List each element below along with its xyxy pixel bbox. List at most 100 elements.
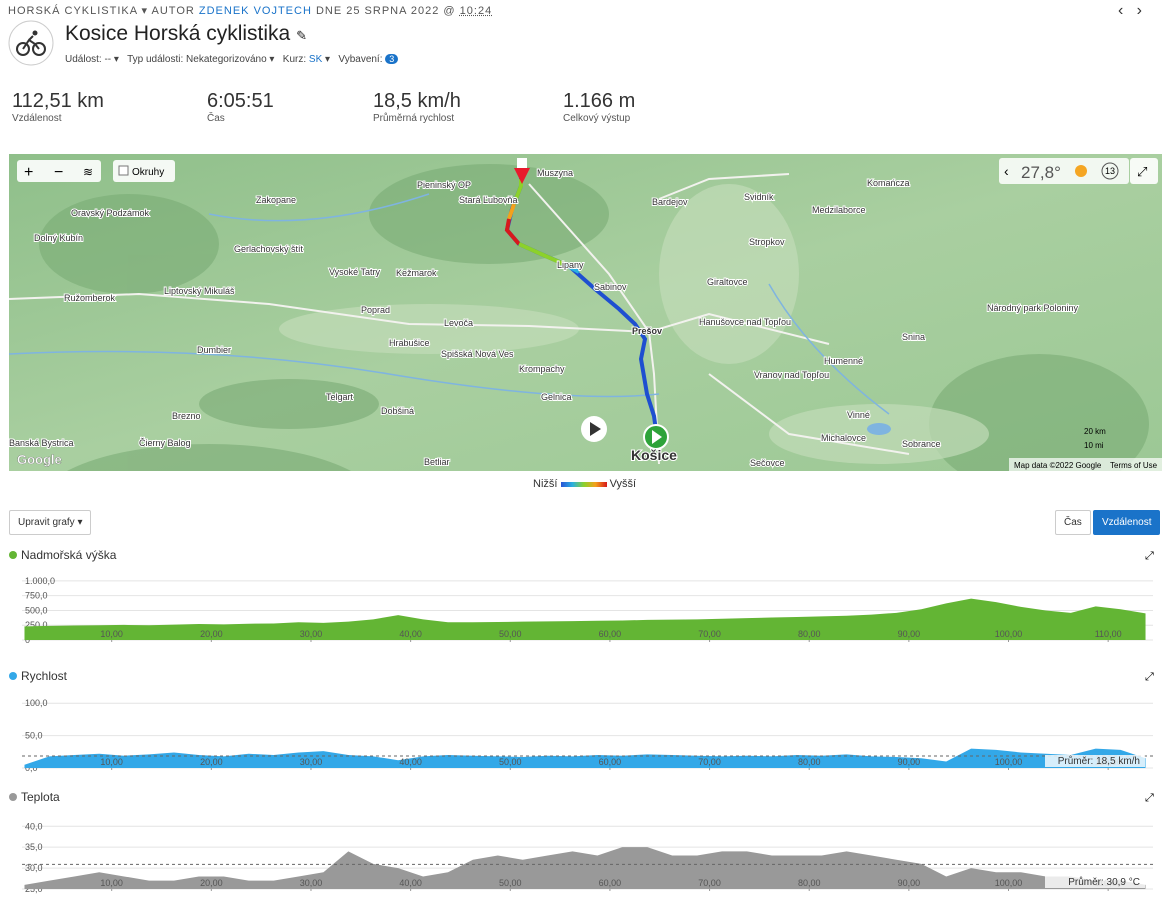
map-label: Gerlachovský štít [234,244,304,254]
x-tick-label: 20,00 [200,757,223,767]
distance-toggle[interactable]: Vzdálenost [1093,510,1161,535]
map-label: Národný park Poloniny [987,303,1079,313]
x-tick-label: 100,00 [995,629,1023,639]
event-value[interactable]: -- [104,54,112,65]
x-tick-label: 50,00 [499,878,522,888]
event-label: Událost: [65,54,102,65]
map-label: Stropkov [749,237,785,247]
map-label: Pieninský OP [417,180,471,190]
author-prefix: AUTOR [151,5,195,17]
y-tick-label: 100,0 [25,698,48,708]
x-tick-label: 10,00 [100,629,123,639]
map-label: Giraltovce [707,277,748,287]
time-toggle[interactable]: Čas [1055,510,1091,535]
type-value[interactable]: Nekategorizováno [186,54,267,65]
average-bg [1045,876,1145,888]
map-label: Prešov [632,326,662,336]
map-label: Poprad [361,305,390,315]
stat: 1.166 m Celkový výstup [563,90,635,124]
map-label: Zakopane [256,195,296,205]
map-label: Sabinov [594,282,627,292]
scale-km: 20 km [1084,427,1106,436]
x-tick-label: 70,00 [698,878,721,888]
map-label: Kežmarok [396,268,437,278]
x-tick-label: 80,00 [798,629,821,639]
type-label: Typ události: [127,54,184,65]
meta-row: Událost: -- ▾ Typ události: Nekategorizo… [65,54,399,65]
layers-label[interactable]: Okruhy [132,167,164,178]
nav-arrows[interactable]: ‹ › [1118,2,1142,19]
edit-charts[interactable]: Upravit grafy ▾ [9,510,92,535]
map-label: Hanušovce nad Topľou [699,317,791,327]
y-tick-label: 30,0 [25,863,43,873]
svg-text:≋: ≋ [83,165,93,179]
google-logo: Google [17,452,62,467]
charts: Nadmořská výška⤢0250,0500,0750,01.000,01… [9,548,1154,894]
date: DNE 25 SRPNA 2022 @ [315,5,456,17]
course-value[interactable]: SK [308,54,323,65]
chart-dot [9,672,17,680]
x-tick-label: 100,00 [995,878,1023,888]
svg-text:⤢: ⤢ [1137,164,1147,179]
x-tick-label: 40,00 [399,757,422,767]
map-label: Oravský Podzámok [71,208,150,218]
map-label: Dolný Kubín [34,233,83,243]
x-tick-label: 10,00 [100,878,123,888]
map-label: Hrabušice [389,338,430,348]
stat-value: 112,51 km [12,90,104,112]
legend-high: Vyšší [609,478,637,490]
expand-icon: ⤢ [1145,792,1154,804]
average-label: Průměr: 18,5 km/h [1058,755,1140,767]
y-tick-label: 40,0 [25,821,43,831]
edit-icon[interactable]: ✎ [296,28,307,43]
terms[interactable]: Terms of Use [1110,461,1158,470]
map-zoom[interactable]: + − ≋ [17,160,101,182]
map-label: Humenné [824,356,863,366]
map-label: Brezno [172,411,201,421]
y-tick-label: 35,0 [25,842,43,852]
chart-title: Nadmořská výška [21,548,117,562]
map-label: Krompachy [519,364,565,374]
title-text: Kosice Horská cyklistika [65,22,291,45]
chart-title: Teplota [21,790,60,804]
stat-value: 18,5 km/h [373,90,461,112]
x-tick-label: 70,00 [698,629,721,639]
x-tick-label: 90,00 [898,757,921,767]
time: 10:24 [459,5,493,17]
map-label: Sečovce [750,458,785,468]
area-series [24,748,1146,768]
map[interactable]: + − ≋ Okruhy ‹ 27,8° 13 ⤢ Google Map data … [9,154,1162,471]
map-temperature: 27,8° [1021,163,1061,182]
map-label: Vranov nad Topľou [754,370,829,380]
scale-mi: 10 mi [1084,441,1104,450]
map-label: Lipany [557,260,584,270]
x-tick-label: 60,00 [599,757,622,767]
x-tick-label: 100,00 [995,757,1023,767]
legend-low: Nižší [533,478,558,490]
stat-label: Čas [207,113,225,124]
stat-label: Celkový výstup [563,113,631,124]
breadcrumb: HORSKÁ CYKLISTIKA ▾ AUTOR ZDENEK VOJTECH… [8,5,493,17]
map-label: Ružomberok [64,293,116,303]
map-label: Košice [631,447,677,463]
stat-label: Průměrná rychlost [373,113,455,124]
activity-icon [8,20,54,66]
svg-text:‹: ‹ [1004,163,1009,179]
x-tick-label: 80,00 [798,878,821,888]
average-label: Průměr: 30,9 °C [1068,876,1140,888]
svg-text:+: + [24,164,33,181]
activity-type[interactable]: HORSKÁ CYKLISTIKA [8,5,138,17]
x-tick-label: 110,00 [1095,629,1122,639]
gear-value[interactable]: 3 [385,54,399,64]
author[interactable]: ZDENEK VOJTECH [198,5,312,17]
map-label: Vinné [847,410,870,420]
area-series [24,598,1146,640]
map-label: Dobšiná [381,406,414,416]
x-tick-label: 50,00 [499,757,522,767]
y-tick-label: 1.000,0 [25,576,55,586]
map-label: Muszyna [537,168,573,178]
map-label: Telgart [326,392,354,402]
activity-title: Kosice Horská cyklistika ✎ [65,22,307,46]
map-label: Gelnica [541,392,572,402]
map-label: Svidník [744,192,774,202]
